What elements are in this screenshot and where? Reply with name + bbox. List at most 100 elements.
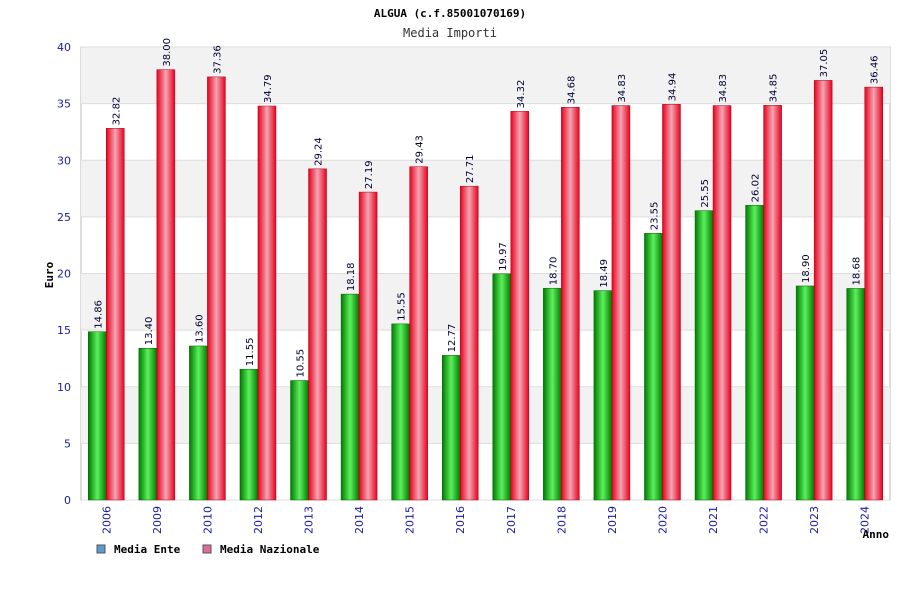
x-tick-label: 2020 bbox=[656, 506, 669, 534]
bar-media-ente-2020 bbox=[644, 233, 663, 501]
value-label: 34.85 bbox=[769, 74, 780, 103]
value-label: 18.90 bbox=[801, 254, 812, 283]
x-tick-label: 2014 bbox=[353, 506, 366, 534]
bar-media-nazionale-2023 bbox=[813, 80, 833, 501]
x-tick-label: 2019 bbox=[606, 506, 619, 534]
bar-media-nazionale-2014 bbox=[358, 191, 378, 501]
x-tick-label: 2015 bbox=[404, 506, 417, 534]
x-axis-ticks: 2006 2009 2010 2012 2013 2014 2015 2016 2017 2018… bbox=[100, 506, 871, 534]
value-label: 34.94 bbox=[667, 73, 678, 102]
bar-media-ente-2024 bbox=[846, 288, 865, 501]
value-label: 18.68 bbox=[852, 257, 863, 286]
bar-media-nazionale-2017 bbox=[510, 111, 530, 501]
y-tick-label: 15 bbox=[57, 324, 71, 337]
bar-media-nazionale-2022 bbox=[763, 105, 782, 501]
x-tick-label: 2010 bbox=[201, 506, 214, 534]
bar-media-nazionale-2012 bbox=[257, 105, 277, 501]
bar-media-nazionale-2019 bbox=[611, 105, 631, 501]
bar-media-nazionale-2015 bbox=[409, 166, 428, 501]
chart-subtitle: Media Importi bbox=[403, 26, 497, 40]
value-label: 37.05 bbox=[819, 49, 830, 78]
value-label: 14.86 bbox=[93, 300, 104, 329]
bar-media-ente-2006 bbox=[88, 331, 107, 501]
y-tick-label: 35 bbox=[57, 98, 71, 111]
value-label: 12.77 bbox=[447, 324, 458, 353]
value-label: 32.82 bbox=[111, 97, 122, 126]
value-label: 11.55 bbox=[245, 338, 256, 367]
bar-media-nazionale-2009 bbox=[156, 69, 176, 501]
y-tick-label: 40 bbox=[57, 41, 71, 54]
bar-media-nazionale-2006 bbox=[106, 128, 125, 501]
y-tick-label: 25 bbox=[57, 211, 71, 224]
y-tick-label: 5 bbox=[64, 437, 71, 450]
bar-media-ente-2018 bbox=[543, 287, 562, 501]
x-tick-label: 2017 bbox=[505, 506, 518, 534]
value-label: 34.79 bbox=[263, 74, 274, 103]
bar-media-ente-2015 bbox=[391, 323, 410, 501]
legend: Media Ente Media Nazionale bbox=[96, 543, 320, 556]
value-label: 34.68 bbox=[566, 76, 577, 105]
x-tick-label: 2021 bbox=[707, 506, 720, 534]
bar-media-ente-2021 bbox=[694, 210, 714, 501]
value-label: 10.55 bbox=[296, 349, 307, 378]
value-label: 23.55 bbox=[649, 202, 660, 231]
x-tick-label: 2009 bbox=[151, 506, 164, 534]
y-tick-label: 30 bbox=[57, 154, 71, 167]
value-label: 18.18 bbox=[346, 262, 357, 291]
x-tick-label: 2006 bbox=[100, 506, 113, 534]
bar-media-ente-2010 bbox=[189, 345, 208, 501]
value-label: 13.60 bbox=[194, 314, 205, 343]
value-label: 18.49 bbox=[599, 259, 610, 288]
bar-media-ente-2019 bbox=[593, 290, 613, 501]
y-axis-label: Euro bbox=[43, 261, 56, 288]
y-tick-label: 10 bbox=[57, 381, 71, 394]
value-label: 36.46 bbox=[870, 55, 881, 84]
value-label: 34.83 bbox=[718, 74, 729, 103]
value-label: 15.55 bbox=[397, 292, 408, 321]
bar-media-ente-2016 bbox=[441, 355, 461, 501]
bar-media-ente-2014 bbox=[340, 293, 360, 501]
bar-media-nazionale-2013 bbox=[308, 168, 327, 501]
bar-media-nazionale-2024 bbox=[864, 86, 883, 501]
value-label: 27.71 bbox=[465, 155, 476, 184]
value-label: 38.00 bbox=[162, 38, 173, 67]
bar-media-nazionale-2016 bbox=[459, 185, 479, 501]
x-tick-label: 2018 bbox=[555, 506, 568, 534]
value-labels: 14.86 32.82 13.40 38.00 13.60 37.36 11.55 34.79… bbox=[93, 38, 880, 378]
legend-label-media-nazionale: Media Nazionale bbox=[220, 543, 320, 556]
bar-media-nazionale-2021 bbox=[712, 105, 732, 501]
y-axis-ticks: 0 5 10 15 20 25 30 35 40 bbox=[57, 41, 71, 507]
value-label: 13.40 bbox=[144, 317, 155, 346]
bar-media-ente-2013 bbox=[290, 380, 309, 501]
x-tick-label: 2022 bbox=[758, 506, 771, 534]
value-label: 18.70 bbox=[548, 257, 559, 286]
value-label: 34.83 bbox=[617, 74, 628, 103]
bar-media-ente-2017 bbox=[492, 273, 512, 501]
bar-media-nazionale-2018 bbox=[561, 106, 580, 501]
bars bbox=[88, 69, 883, 501]
value-label: 34.32 bbox=[516, 80, 527, 109]
x-axis-label: Anno bbox=[863, 528, 890, 541]
value-label: 27.19 bbox=[364, 160, 375, 189]
legend-swatch-media-nazionale bbox=[202, 544, 212, 554]
bar-media-nazionale-2010 bbox=[207, 76, 226, 501]
bar-media-ente-2012 bbox=[239, 368, 259, 501]
value-label: 37.36 bbox=[212, 45, 223, 74]
x-tick-label: 2023 bbox=[808, 506, 821, 534]
value-label: 29.24 bbox=[314, 137, 325, 166]
x-tick-label: 2012 bbox=[252, 506, 265, 534]
x-tick-label: 2024 bbox=[859, 506, 872, 534]
value-label: 26.02 bbox=[751, 174, 762, 203]
value-label: 29.43 bbox=[415, 135, 426, 164]
value-label: 19.97 bbox=[498, 242, 509, 271]
x-tick-label: 2016 bbox=[454, 506, 467, 534]
legend-label-media-ente: Media Ente bbox=[114, 543, 181, 556]
y-tick-label: 0 bbox=[64, 494, 71, 507]
bar-media-ente-2022 bbox=[745, 205, 764, 501]
bar-media-nazionale-2020 bbox=[662, 104, 681, 501]
chart-title: ALGUA (c.f.85001070169) bbox=[374, 7, 526, 20]
legend-swatch-media-ente bbox=[96, 544, 106, 554]
bar-media-ente-2009 bbox=[138, 347, 158, 501]
value-label: 25.55 bbox=[700, 179, 711, 208]
